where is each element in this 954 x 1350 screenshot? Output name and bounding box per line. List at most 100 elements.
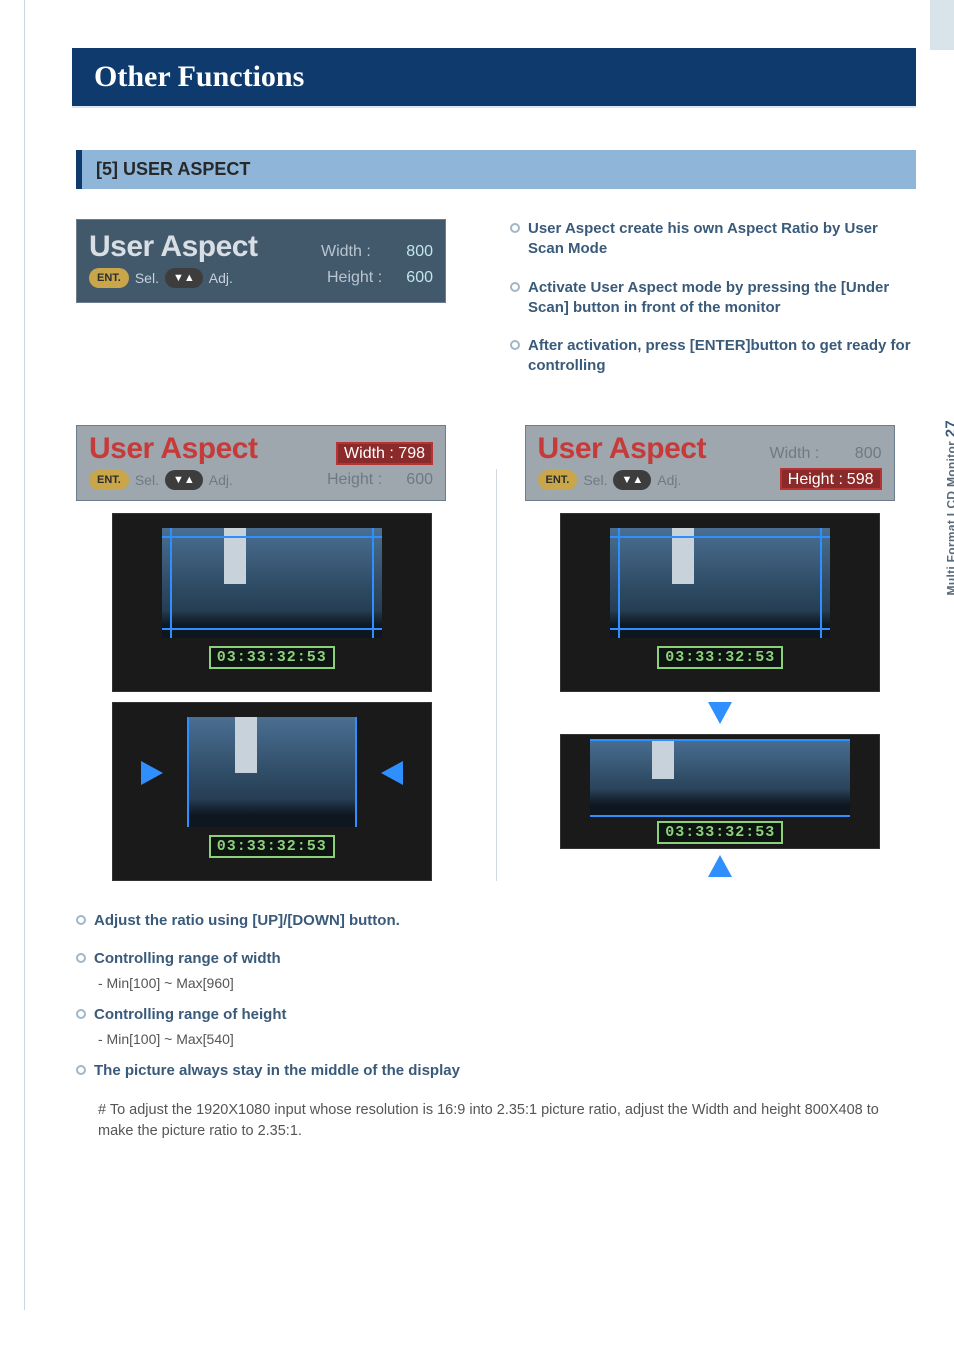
building-shape (652, 739, 674, 779)
guide-left (618, 528, 620, 638)
timecode-label: 03:33:32:53 (657, 646, 783, 669)
osd-width: User Aspect Width : 798 ENT. Sel. ▼▲ Adj… (76, 425, 446, 501)
bottom-note: # To adjust the 1920X1080 input whose re… (98, 1100, 916, 1142)
col-left: User Aspect Width : 800 ENT. Sel. ▼▲ Adj… (76, 219, 482, 395)
bullet-bottom-1-text: Adjust the ratio using [UP]/[DOWN] butto… (94, 911, 400, 931)
guide-right (820, 528, 822, 638)
height-screen-before: 03:33:32:53 (560, 513, 880, 692)
arrow-right-icon (141, 761, 163, 785)
osd-width-hl: Width : 798 (336, 445, 433, 463)
section-header: [5] USER ASPECT (76, 150, 916, 189)
osd-width-title: User Aspect (89, 432, 257, 466)
osd-height-hl: Height : 598 (780, 471, 882, 489)
bullet-bottom-1: Adjust the ratio using [UP]/[DOWN] butto… (76, 911, 916, 931)
side-label-text: Multi Format LCD Monitor (944, 441, 954, 596)
bullet-ring-icon (510, 282, 520, 292)
bullet-right-2: Activate User Aspect mode by pressing th… (510, 278, 916, 319)
osd-height-title: User Aspect (538, 432, 706, 466)
bullet-ring-icon (76, 1065, 86, 1075)
osd-height-height-value: 598 (847, 471, 874, 488)
osd-main-height-label: Height : (327, 269, 389, 287)
bullet-ring-icon (76, 1009, 86, 1019)
bullet-right-1-text: User Aspect create his own Aspect Ratio … (528, 219, 916, 260)
width-preview-stack: 03:33:32:53 03:33:32:53 (76, 513, 468, 881)
page: Other Functions [5] USER ASPECT User Asp… (0, 0, 954, 1142)
page-number: 27 (942, 420, 954, 437)
guide-top (162, 536, 382, 538)
osd-width-row1: User Aspect Width : 798 (89, 432, 433, 466)
osd-main: User Aspect Width : 800 ENT. Sel. ▼▲ Adj… (76, 219, 446, 303)
osd-height-width-label: Width : (770, 445, 832, 463)
bullet-ring-icon (76, 915, 86, 925)
bullet-bottom-3-text: Controlling range of height (94, 1005, 286, 1025)
osd-adj-label: Adj. (209, 270, 233, 286)
width-screen-before: 03:33:32:53 (112, 513, 432, 692)
col-right: User Aspect create his own Aspect Ratio … (510, 219, 916, 395)
skyline-shape (610, 610, 830, 638)
bullets-bottom: Adjust the ratio using [UP]/[DOWN] butto… (76, 911, 916, 1142)
width-column: User Aspect Width : 798 ENT. Sel. ▼▲ Adj… (76, 425, 468, 881)
osd-arrows-pill: ▼▲ (165, 470, 203, 490)
height-preview-stack: 03:33:32:53 03:33:32:53 (525, 513, 917, 877)
osd-ent-pill: ENT. (538, 470, 578, 490)
osd-main-width-value: 800 (395, 243, 433, 261)
skyline-shape (162, 610, 382, 638)
guide-top (610, 536, 830, 538)
timecode-label: 03:33:32:53 (657, 821, 783, 844)
osd-adj-label: Adj. (657, 472, 681, 488)
timecode-label: 03:33:32:53 (209, 835, 335, 858)
top-columns: User Aspect Width : 800 ENT. Sel. ▼▲ Adj… (76, 219, 916, 395)
bullet-right-1: User Aspect create his own Aspect Ratio … (510, 219, 916, 260)
osd-width-hl-inner: Width : 798 (336, 442, 433, 465)
bullet-right-2-text: Activate User Aspect mode by pressing th… (528, 278, 916, 319)
building-shape (235, 717, 257, 773)
osd-sel-label: Sel. (135, 472, 159, 488)
bullet-right-3-text: After activation, press [ENTER]button to… (528, 336, 916, 377)
skyline-shape (590, 789, 850, 817)
osd-arrows-pill: ▼▲ (613, 470, 651, 490)
screen-image (610, 528, 830, 638)
height-screen-after: 03:33:32:53 (560, 734, 880, 849)
osd-width-height-label: Height : (327, 471, 389, 489)
bullet-bottom-2: Controlling range of width (76, 949, 916, 969)
osd-arrows-pill: ▼▲ (165, 268, 203, 288)
timecode-label: 03:33:32:53 (209, 646, 335, 669)
screen-image-short (590, 739, 850, 817)
skyline-shape (187, 799, 357, 827)
bullet-bottom-4: The picture always stay in the middle of… (76, 1061, 916, 1081)
osd-height-width-value: 800 (844, 445, 882, 463)
osd-main-row2: ENT. Sel. ▼▲ Adj. Height : 600 (89, 268, 433, 288)
osd-height-hl-inner: Height : 598 (780, 468, 882, 490)
bullet-bottom-3-sub: - Min[100] ~ Max[540] (98, 1031, 916, 1047)
arrow-left-icon (381, 761, 403, 785)
height-column: User Aspect Width : 800 ENT. Sel. ▼▲ Adj… (525, 425, 917, 881)
arrow-down-icon (708, 702, 732, 724)
osd-ent-pill: ENT. (89, 470, 129, 490)
osd-height-row2: ENT. Sel. ▼▲ Adj. Height : 598 (538, 470, 882, 490)
width-screen-after: 03:33:32:53 (112, 702, 432, 881)
screen-image-narrow (187, 717, 357, 827)
page-title: Other Functions (72, 48, 916, 108)
osd-main-title: User Aspect (89, 230, 257, 264)
page-content: [5] USER ASPECT User Aspect Width : 800 … (72, 108, 916, 1142)
osd-width-height-value: 600 (395, 471, 433, 489)
guide-bottom (610, 628, 830, 630)
page-left-rule (24, 0, 25, 1310)
osd-adj-label: Adj. (209, 472, 233, 488)
bullet-bottom-2-sub: - Min[100] ~ Max[960] (98, 975, 916, 991)
bullet-ring-icon (510, 340, 520, 350)
bullet-bottom-2-text: Controlling range of width (94, 949, 281, 969)
osd-width-width-label: Width : (344, 445, 394, 462)
middle-columns: User Aspect Width : 798 ENT. Sel. ▼▲ Adj… (76, 425, 916, 881)
osd-width-width-value: 798 (398, 445, 425, 462)
column-divider (496, 469, 497, 881)
osd-main-height-value: 600 (395, 269, 433, 287)
side-running-label: Multi Format LCD Monitor 27 (942, 420, 954, 595)
osd-ent-pill: ENT. (89, 268, 129, 288)
osd-main-row1: User Aspect Width : 800 (89, 230, 433, 264)
bullet-ring-icon (76, 953, 86, 963)
guide-right (355, 717, 357, 827)
osd-height-height-label: Height : (788, 471, 843, 488)
osd-sel-label: Sel. (135, 270, 159, 286)
osd-height: User Aspect Width : 800 ENT. Sel. ▼▲ Adj… (525, 425, 895, 501)
